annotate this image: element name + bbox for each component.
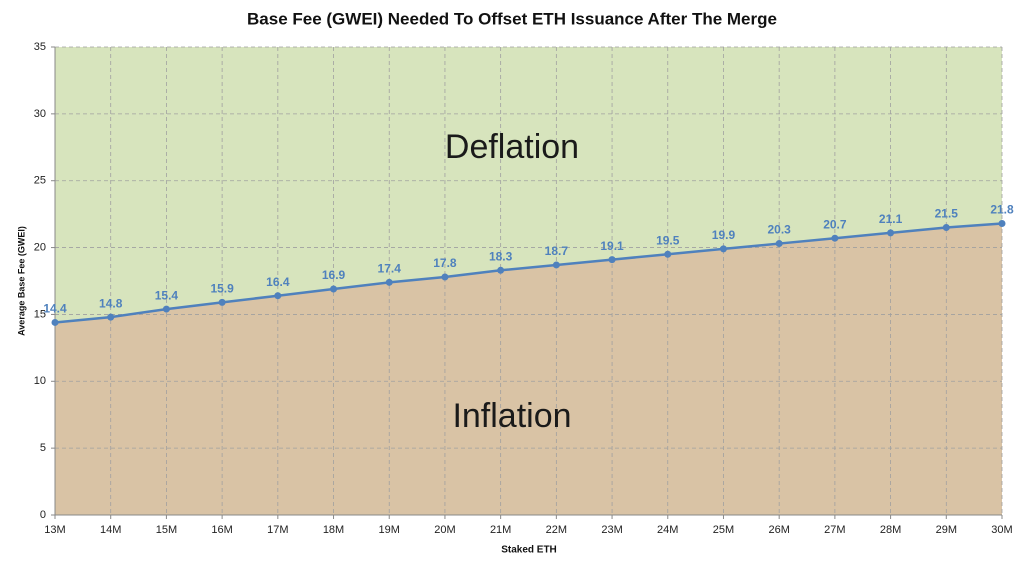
- point: [887, 229, 895, 237]
- point: [998, 220, 1006, 228]
- data-label: 19.1: [600, 239, 624, 253]
- x-axis-label: Staked ETH: [501, 545, 557, 556]
- area-below: [55, 223, 1002, 515]
- point: [162, 305, 170, 313]
- data-label: 14.4: [43, 302, 67, 316]
- y-tick-label: 30: [34, 108, 46, 120]
- point: [497, 266, 505, 274]
- x-tick-label: 26M: [768, 524, 789, 536]
- x-tick-label: 21M: [490, 524, 511, 536]
- y-tick-label: 5: [40, 442, 46, 454]
- data-label: 21.8: [990, 203, 1014, 217]
- point: [608, 256, 616, 264]
- data-label: 15.9: [210, 282, 234, 296]
- line: [54, 222, 1003, 324]
- point: [51, 318, 59, 326]
- y-axis-label: Average Base Fee (GWEI): [16, 226, 26, 336]
- data-label: 17.4: [378, 262, 402, 276]
- x-tick-label: 13M: [44, 524, 65, 536]
- data-label: 19.5: [656, 233, 680, 247]
- x-tick-label: 28M: [880, 524, 901, 536]
- data-label: 21.5: [935, 207, 959, 221]
- data-label: 16.4: [266, 275, 290, 289]
- x-tick-label: 16M: [211, 524, 232, 536]
- point: [942, 224, 950, 232]
- x-tick-label: 27M: [824, 524, 845, 536]
- point: [775, 240, 783, 248]
- data-label: 16.9: [322, 268, 346, 282]
- data-label: 19.9: [712, 228, 736, 242]
- x-tick-label: 18M: [323, 524, 344, 536]
- x-tick-label: 24M: [657, 524, 678, 536]
- y-tick-label: 35: [34, 41, 46, 53]
- data-label: 21.1: [879, 212, 903, 226]
- data-label: 18.7: [545, 244, 569, 258]
- data-label: 18.3: [489, 249, 513, 263]
- x-tick-label: 17M: [267, 524, 288, 536]
- point: [218, 298, 226, 306]
- x-tick-label: 23M: [601, 524, 622, 536]
- point: [330, 285, 338, 293]
- point: [274, 292, 282, 300]
- y-tick-label: 0: [40, 509, 46, 521]
- point: [719, 245, 727, 253]
- x-tick-label: 30M: [991, 524, 1012, 536]
- x-tick-label: 19M: [379, 524, 400, 536]
- data-label: 20.3: [767, 223, 791, 237]
- y-tick-label: 20: [34, 241, 46, 253]
- data-label: 20.7: [823, 217, 847, 231]
- x-tick-label: 29M: [936, 524, 957, 536]
- data-label: 17.8: [433, 256, 457, 270]
- data-label: 14.8: [99, 296, 123, 310]
- annotation: Deflation: [445, 128, 579, 166]
- data-label: 15.4: [155, 288, 179, 302]
- x-tick-label: 15M: [156, 524, 177, 536]
- point: [107, 313, 115, 321]
- point: [385, 278, 393, 286]
- point: [831, 234, 839, 242]
- point: [441, 273, 449, 281]
- x-tick-label: 22M: [546, 524, 567, 536]
- y-tick-label: 15: [34, 308, 46, 320]
- y-tick-label: 25: [34, 175, 46, 187]
- y-tick-label: 10: [34, 375, 46, 387]
- x-tick-label: 20M: [434, 524, 455, 536]
- point: [552, 261, 560, 269]
- x-tick-label: 14M: [100, 524, 121, 536]
- chart-title: Base Fee (GWEI) Needed To Offset ETH Iss…: [247, 9, 777, 28]
- point: [664, 250, 672, 258]
- x-tick-label: 25M: [713, 524, 734, 536]
- annotation: Inflation: [452, 397, 571, 435]
